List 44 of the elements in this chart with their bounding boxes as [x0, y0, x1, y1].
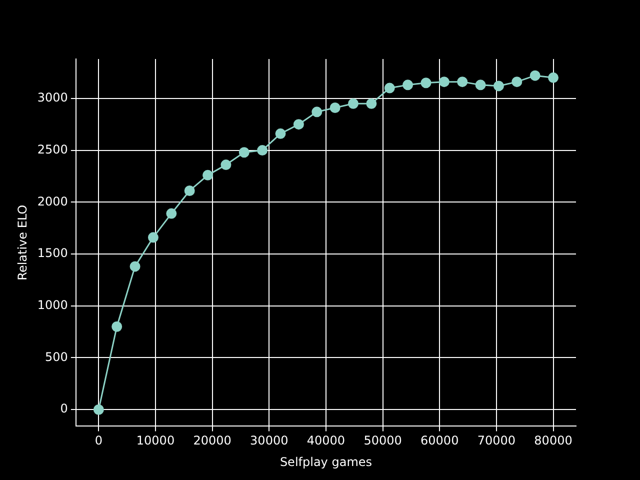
point — [238, 147, 250, 158]
point — [330, 102, 340, 114]
x-tick-label: 70000 — [477, 434, 516, 448]
point — [402, 80, 414, 90]
point — [475, 80, 486, 90]
point — [384, 82, 395, 94]
point — [420, 78, 432, 88]
x-tick-label: 40000 — [306, 434, 346, 448]
point — [293, 119, 304, 130]
point — [457, 76, 468, 88]
x-tick-label: 20000 — [193, 434, 232, 448]
y-tick-label: 3000 — [37, 90, 68, 105]
point — [438, 76, 450, 88]
x-axis-title: Selfplay games — [280, 454, 372, 469]
point — [312, 106, 322, 118]
point — [548, 72, 559, 83]
y-tick-label: 500 — [45, 350, 68, 364]
point — [220, 160, 232, 170]
y-tick-label: 0 — [60, 402, 68, 416]
point — [257, 145, 268, 156]
point — [275, 128, 286, 139]
y-axis-title: Relative ELO — [15, 204, 30, 280]
point — [530, 70, 540, 81]
point — [202, 170, 214, 180]
point — [148, 232, 158, 243]
point — [93, 404, 104, 415]
y-tick-label: 1500 — [37, 246, 68, 260]
point — [166, 208, 177, 219]
x-tick-label: 10000 — [136, 434, 175, 448]
point — [130, 261, 140, 272]
x-tick-label: 50000 — [364, 434, 402, 448]
x-tick-label: 60000 — [420, 434, 459, 448]
point — [348, 98, 358, 109]
point — [493, 80, 504, 92]
x-tick-label: 0 — [94, 434, 102, 448]
y-tick-label: 1000 — [37, 298, 68, 312]
x-tick-label: 30000 — [250, 434, 288, 448]
y-tick-label: 2500 — [37, 142, 68, 156]
point — [112, 321, 122, 332]
point — [184, 185, 195, 196]
point — [512, 76, 522, 88]
point — [366, 98, 377, 109]
x-tick-label: 80000 — [534, 434, 572, 448]
y-tick-label: 2000 — [37, 194, 68, 208]
